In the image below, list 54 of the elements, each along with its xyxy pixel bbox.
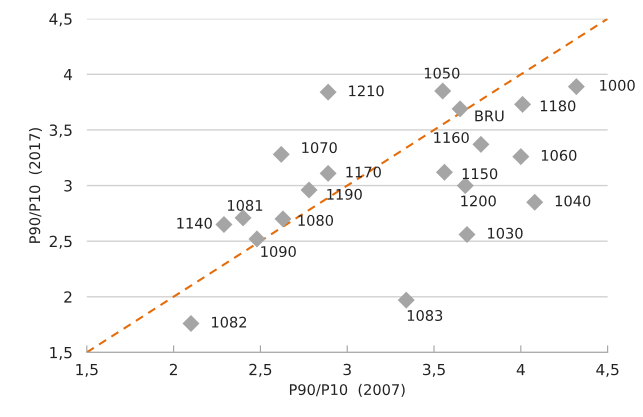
point bbox=[398, 292, 415, 309]
y-tick-label: 3,5 bbox=[50, 124, 72, 138]
annotation: 1040 bbox=[556, 195, 590, 206]
annotation: 1170 bbox=[346, 166, 381, 178]
point bbox=[274, 210, 292, 228]
point bbox=[472, 136, 490, 153]
point bbox=[458, 226, 476, 243]
x-tick-label: 4 bbox=[516, 364, 525, 376]
point bbox=[512, 148, 530, 166]
y-tick-label: 4,5 bbox=[49, 13, 72, 26]
x-axis-title: P90/P10 (2007) bbox=[290, 384, 405, 397]
x-tick-label: 1,5 bbox=[76, 364, 98, 377]
annotation: 1140 bbox=[177, 218, 212, 229]
annotation: 1190 bbox=[327, 188, 362, 200]
annotation: 1150 bbox=[462, 168, 498, 180]
point bbox=[320, 84, 337, 101]
point bbox=[526, 194, 544, 211]
annotation: 1081 bbox=[228, 200, 262, 211]
annotation: 1050 bbox=[424, 68, 460, 79]
x-tick-label: 4,5 bbox=[596, 364, 618, 377]
point bbox=[248, 230, 266, 248]
annotation: BRU bbox=[475, 110, 504, 122]
point bbox=[434, 82, 452, 100]
annotation: 1080 bbox=[298, 214, 334, 226]
point bbox=[436, 164, 453, 181]
y-tick-label: 4 bbox=[64, 69, 72, 80]
y-axis-title: P90/P10 (2017) bbox=[28, 128, 42, 243]
x-tick-label: 3,5 bbox=[423, 364, 445, 377]
point bbox=[182, 314, 200, 332]
annotation: 1210 bbox=[349, 85, 384, 96]
y-tick-label: 2,5 bbox=[50, 236, 72, 249]
annotation: 1030 bbox=[488, 228, 523, 239]
x-tick-label: 2,5 bbox=[249, 364, 272, 377]
annotation: 1083 bbox=[408, 310, 442, 321]
annotation: 1082 bbox=[212, 316, 246, 328]
annotation: 1000 bbox=[600, 80, 635, 91]
annotation: 1180 bbox=[540, 100, 576, 112]
point bbox=[320, 164, 337, 182]
x-tick-label: 3 bbox=[344, 364, 351, 376]
annotation: 1160 bbox=[434, 132, 469, 144]
y-tick-label: 3 bbox=[64, 180, 72, 192]
annotation: 1090 bbox=[261, 246, 296, 258]
y-tick-label: 2 bbox=[64, 291, 72, 303]
point bbox=[568, 78, 585, 96]
point bbox=[300, 182, 318, 199]
point bbox=[215, 216, 232, 233]
annotation: 1070 bbox=[302, 142, 337, 154]
annotation: 1200 bbox=[461, 195, 496, 206]
x-tick-label: 2 bbox=[170, 364, 177, 376]
point bbox=[452, 100, 469, 118]
point bbox=[272, 146, 290, 163]
y-tick-label: 1,5 bbox=[50, 347, 72, 360]
annotation: 1060 bbox=[542, 150, 576, 161]
point bbox=[514, 96, 532, 113]
